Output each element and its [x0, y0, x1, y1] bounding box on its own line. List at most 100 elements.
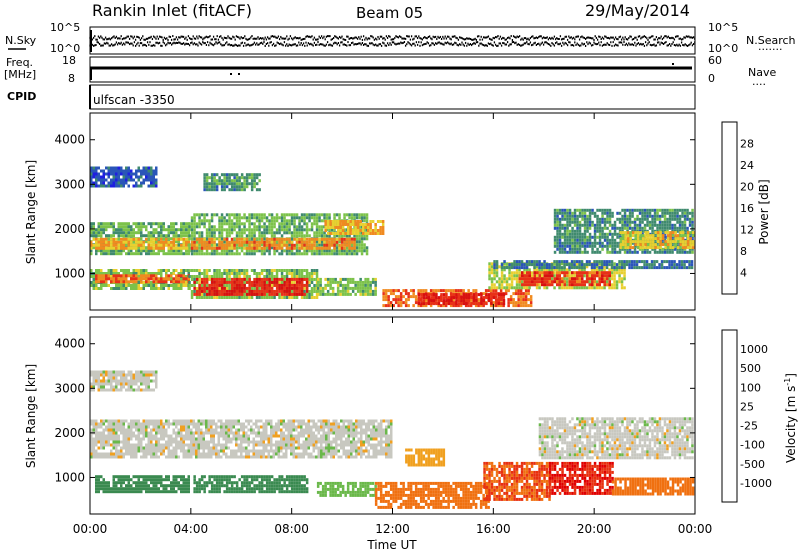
heatmap-cell — [170, 249, 173, 253]
heatmap-cell — [172, 225, 175, 229]
heatmap-cell — [190, 219, 194, 223]
heatmap-cell — [290, 237, 294, 241]
heatmap-cell — [100, 287, 103, 290]
heatmap-cell — [514, 304, 518, 308]
heatmap-cell — [228, 231, 231, 235]
heatmap-cell — [293, 243, 296, 247]
heatmap-cell — [105, 277, 108, 281]
heatmap-cell — [576, 274, 579, 278]
heatmap-cell — [529, 304, 533, 308]
heatmap-cell — [462, 293, 466, 297]
heatmap-cell — [603, 260, 606, 264]
heatmap-cell — [522, 295, 525, 299]
heatmap-cell — [273, 216, 276, 220]
heatmap-cell — [285, 272, 289, 275]
heatmap-cell — [573, 277, 576, 281]
heatmap-cell — [541, 280, 544, 284]
heatmap-cell — [338, 249, 341, 253]
heatmap-cell — [167, 269, 170, 272]
heatmap-cell — [213, 275, 216, 278]
heatmap-cell — [127, 274, 130, 278]
heatmap-cell — [117, 234, 120, 238]
heatmap-cell — [558, 286, 561, 290]
heatmap-cell — [243, 222, 246, 226]
heatmap-cell — [187, 277, 190, 281]
heatmap-cell — [442, 302, 446, 306]
heatmap-cell — [427, 296, 431, 300]
heatmap-cell — [590, 286, 594, 290]
heatmap-cell — [328, 246, 331, 250]
heatmap-cell — [218, 234, 221, 238]
heatmap-cell — [132, 274, 135, 278]
heatmap-cell — [546, 277, 549, 281]
heatmap-cell — [137, 252, 140, 256]
heatmap-cell — [467, 299, 471, 303]
heatmap-cell — [316, 277, 320, 281]
heatmap-cell — [215, 272, 219, 275]
heatmap-cell — [513, 266, 516, 270]
heatmap-cell — [497, 296, 501, 300]
heatmap-cell — [354, 283, 357, 287]
heatmap-cell — [205, 296, 209, 299]
heatmap-cell — [225, 234, 229, 238]
heatmap-cell — [147, 243, 150, 247]
heatmap-cell — [603, 268, 606, 272]
heatmap-cell — [318, 240, 321, 244]
heatmap-cell — [566, 208, 569, 212]
heatmap-cell — [238, 280, 241, 284]
heatmap-cell — [474, 304, 478, 308]
heatmap-cell — [155, 228, 158, 232]
heatmap-cell — [223, 269, 226, 272]
heatmap-cell — [243, 281, 246, 284]
heatmap-cell — [223, 280, 226, 284]
heatmap-cell — [308, 213, 311, 217]
heatmap-cell — [97, 240, 100, 244]
heatmap-cell — [445, 299, 448, 303]
heatmap-cell — [517, 304, 520, 308]
heatmap-cell — [142, 234, 145, 238]
heatmap-cell — [112, 240, 115, 244]
heatmap-cell — [198, 269, 201, 272]
heatmap-cell — [182, 237, 185, 241]
heatmap-cell — [213, 280, 216, 284]
heatmap-cell — [228, 246, 231, 250]
heatmap-cell — [180, 225, 183, 229]
heatmap-cell — [374, 289, 377, 293]
heatmap-cell — [364, 280, 367, 284]
heatmap-cell — [225, 246, 229, 250]
heatmap-cell — [492, 301, 495, 305]
heatmap-cell — [258, 237, 261, 241]
heatmap-cell — [243, 228, 246, 232]
heatmap-cell — [298, 228, 301, 232]
heatmap-cell — [203, 269, 206, 272]
heatmap-cell — [600, 260, 604, 264]
heatmap-cell — [305, 296, 309, 299]
heatmap-cell — [495, 274, 499, 278]
heatmap-cell — [95, 243, 98, 247]
heatmap-cell — [336, 229, 340, 232]
heatmap-cell — [305, 237, 309, 241]
heatmap-cell — [228, 292, 231, 296]
heatmap-cell — [258, 225, 261, 229]
heatmap-cell — [563, 286, 566, 290]
heatmap-cell — [376, 220, 380, 223]
heatmap-cell — [250, 240, 254, 244]
heatmap-cell — [326, 232, 330, 235]
heatmap-cell — [324, 220, 327, 223]
heatmap-cell — [205, 277, 209, 281]
heatmap-cell — [117, 284, 120, 287]
heatmap-cell — [265, 293, 269, 296]
heatmap-cell — [225, 287, 229, 290]
heatmap-cell — [280, 234, 284, 238]
heatmap-cell — [230, 292, 234, 296]
heatmap-cell — [338, 216, 341, 220]
heatmap-cell — [369, 223, 372, 226]
heatmap-cell — [553, 235, 557, 239]
heatmap-cell — [394, 301, 398, 305]
heatmap-cell — [315, 231, 319, 235]
heatmap-cell — [578, 268, 581, 272]
heatmap-cell — [265, 240, 269, 244]
heatmap-cell — [185, 249, 188, 253]
heatmap-cell — [563, 263, 566, 267]
heatmap-cell — [280, 281, 284, 284]
